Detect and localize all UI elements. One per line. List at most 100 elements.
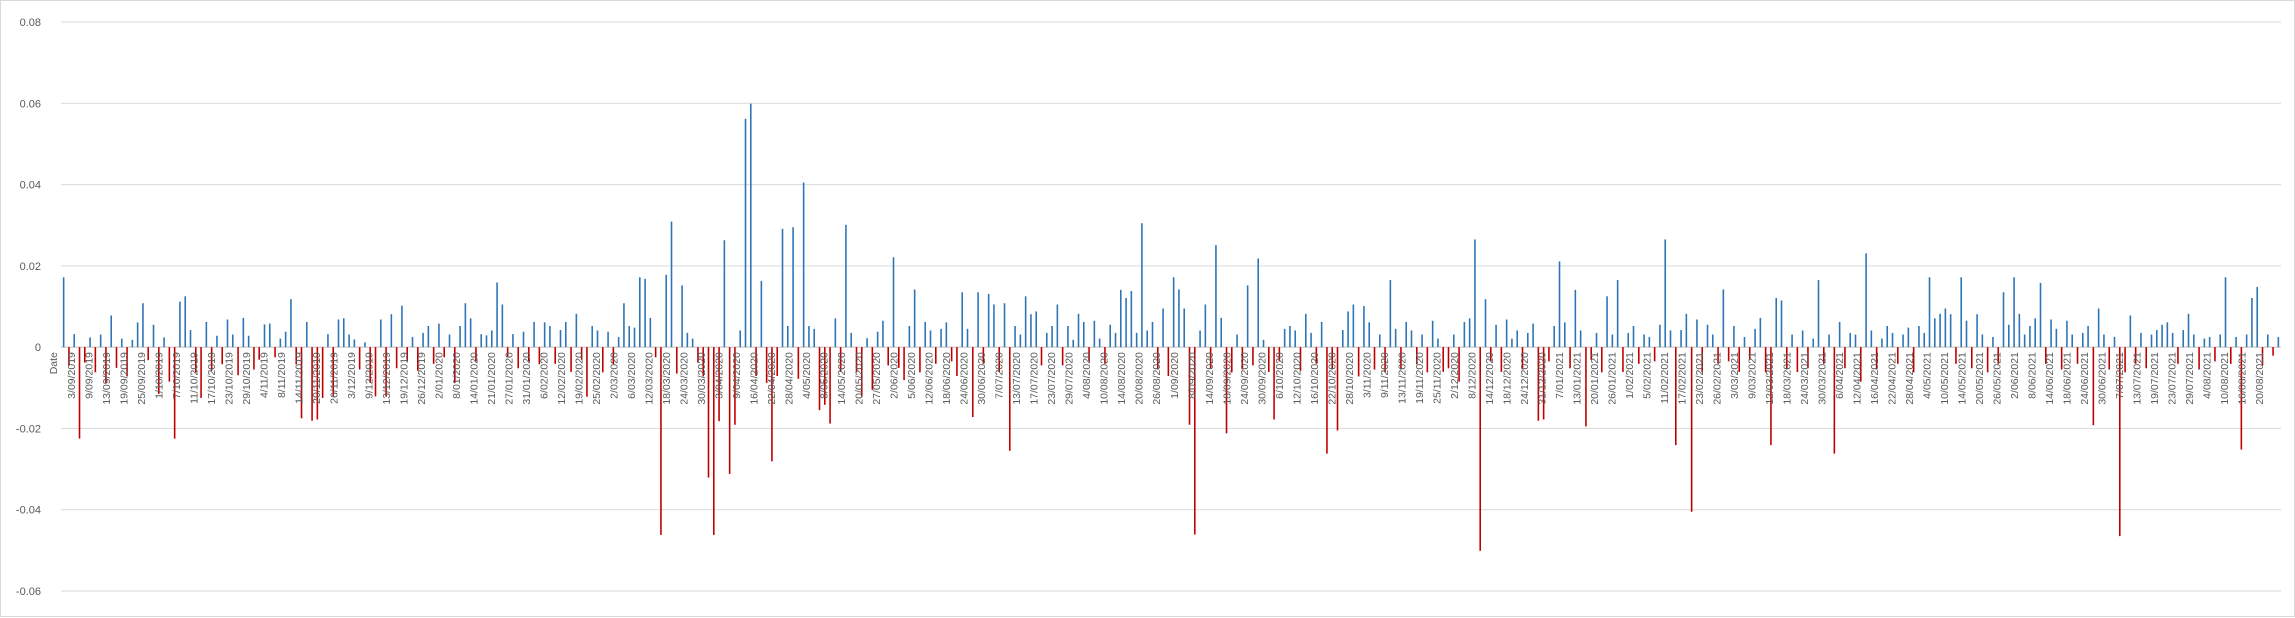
bar (1511, 338, 1513, 348)
bar (290, 299, 292, 348)
bar (2182, 330, 2185, 348)
bar (1548, 347, 1550, 362)
x-category-label: 14/05/2020 (836, 352, 848, 405)
x-category-label: 12/03/2021 (1764, 352, 1776, 405)
bar (586, 347, 588, 397)
bar (284, 331, 287, 348)
bar (311, 347, 313, 421)
bar (660, 347, 662, 535)
bar (612, 347, 615, 365)
bar (776, 347, 779, 376)
bar (1024, 296, 1027, 348)
bar (1426, 347, 1429, 373)
bar (734, 347, 736, 425)
bar (1521, 347, 1524, 370)
bar (1167, 347, 1170, 376)
bar (1294, 330, 1297, 348)
x-category-label: 18/12/2020 (1501, 352, 1513, 405)
x-category-label: 18/06/2021 (2062, 352, 2074, 405)
bar (1653, 347, 1656, 362)
bar (2103, 334, 2105, 348)
y-tick-label: -0.06 (16, 586, 41, 598)
bar (887, 347, 890, 366)
x-category-label: 25/02/2020 (591, 352, 603, 405)
bar (1257, 258, 1260, 348)
bar (464, 303, 467, 348)
bar (956, 347, 958, 376)
bar (179, 301, 181, 348)
bar (1098, 338, 1101, 348)
bar (1489, 347, 1492, 362)
bar (850, 332, 853, 348)
bar (2140, 332, 2142, 348)
bar (353, 339, 356, 348)
bar (1304, 313, 1307, 348)
bar (438, 323, 440, 348)
bar (575, 313, 578, 348)
x-category-label: 9/09/2019 (84, 352, 96, 399)
x-category-label: 7/07/2020 (994, 352, 1006, 399)
bar (2150, 334, 2153, 348)
bar (1516, 330, 1519, 348)
x-category-label: 22/10/2020 (1326, 352, 1338, 405)
bar (1410, 330, 1413, 348)
bar (147, 347, 150, 361)
x-category-label: 27/01/2020 (504, 352, 516, 405)
x-category-label: 26/05/2021 (1991, 352, 2003, 405)
x-category-label: 24/09/2020 (1239, 352, 1251, 405)
bar (2145, 347, 2148, 369)
gridlines (61, 21, 2281, 592)
bar (966, 328, 969, 348)
bar (1912, 347, 1915, 373)
x-category-label: 12/04/2021 (1851, 352, 1863, 405)
bar (168, 347, 171, 382)
bar (2245, 334, 2248, 348)
bar (1082, 321, 1085, 348)
bar (2092, 347, 2095, 426)
bar (1368, 322, 1371, 348)
bar (1341, 330, 1344, 348)
bar (1040, 347, 1043, 366)
x-category-label: 1/09/2020 (1169, 352, 1181, 399)
bar (1067, 326, 1069, 348)
bar (633, 327, 636, 348)
bar (1125, 297, 1127, 348)
bar (808, 326, 810, 348)
bar (416, 347, 419, 371)
bar (321, 347, 324, 398)
bar (1267, 347, 1270, 372)
bar (1822, 347, 1825, 364)
y-tick-label: 0.08 (20, 17, 41, 29)
x-category-label: 3/12/2019 (346, 352, 358, 399)
bar (871, 347, 874, 390)
bar (1563, 322, 1566, 348)
bar (1310, 332, 1312, 348)
bar (1738, 347, 1741, 372)
bar (882, 320, 884, 348)
bar (268, 323, 271, 348)
bar (929, 330, 932, 348)
bar (1743, 336, 1746, 348)
x-category-label: 2/06/2020 (889, 352, 901, 399)
bar (1939, 313, 1941, 348)
x-category-label: 12/03/2020 (644, 352, 656, 405)
bar (1474, 239, 1476, 348)
x-category-label: 4/05/2021 (1921, 352, 1933, 399)
x-category-label: 31/12/2020 (1536, 352, 1548, 405)
bar (1114, 332, 1117, 348)
bar (601, 347, 604, 373)
bar (1828, 334, 1830, 348)
bar (1965, 320, 1968, 348)
x-category-label: 24/12/2020 (1519, 352, 1531, 405)
bar (226, 319, 229, 348)
bar (607, 331, 609, 348)
x-category-label: 6/10/2020 (1274, 352, 1286, 399)
bar (1278, 347, 1281, 362)
bar (1643, 334, 1645, 348)
x-category-label: 7/01/2021 (1554, 352, 1566, 399)
bar (982, 347, 985, 364)
bar (1394, 328, 1397, 348)
bar (649, 317, 652, 348)
x-category-label: 7/10/2019 (171, 352, 183, 399)
bar (897, 347, 900, 368)
